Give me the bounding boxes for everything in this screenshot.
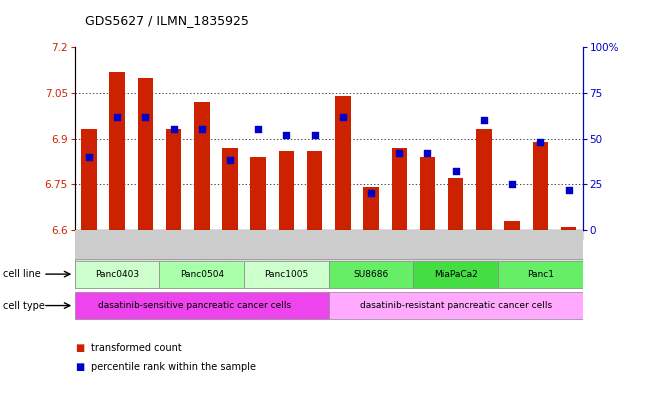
Bar <box>194 102 210 230</box>
Bar <box>498 261 583 288</box>
Point <box>84 154 94 160</box>
Text: dasatinib-resistant pancreatic cancer cells: dasatinib-resistant pancreatic cancer ce… <box>359 301 552 310</box>
Bar <box>244 261 329 288</box>
Text: Panc0403: Panc0403 <box>95 270 139 279</box>
Bar <box>279 151 294 230</box>
Bar <box>251 157 266 230</box>
Bar <box>307 151 322 230</box>
Text: cell line: cell line <box>3 269 41 279</box>
Point <box>112 114 122 120</box>
Bar <box>413 261 498 288</box>
Point <box>366 190 376 196</box>
Bar <box>75 292 329 319</box>
Text: MiaPaCa2: MiaPaCa2 <box>434 270 478 279</box>
Text: ■: ■ <box>75 362 84 373</box>
Text: GDS5627 / ILMN_1835925: GDS5627 / ILMN_1835925 <box>85 14 249 27</box>
Bar <box>159 261 244 288</box>
Bar <box>81 129 97 230</box>
Bar <box>137 77 153 230</box>
Bar <box>420 157 436 230</box>
Text: percentile rank within the sample: percentile rank within the sample <box>91 362 256 373</box>
Point <box>422 150 433 156</box>
Bar <box>335 96 351 230</box>
Text: ■: ■ <box>75 343 84 353</box>
Text: dasatinib-sensitive pancreatic cancer cells: dasatinib-sensitive pancreatic cancer ce… <box>98 301 291 310</box>
Text: transformed count: transformed count <box>91 343 182 353</box>
Text: SU8686: SU8686 <box>353 270 389 279</box>
Bar <box>363 187 379 230</box>
Point <box>507 181 518 187</box>
Point <box>394 150 404 156</box>
Text: cell type: cell type <box>3 301 45 310</box>
Text: Panc1005: Panc1005 <box>264 270 309 279</box>
Bar <box>75 261 159 288</box>
Point <box>197 126 207 132</box>
Bar <box>476 129 492 230</box>
Bar <box>166 129 182 230</box>
Point <box>253 126 264 132</box>
Text: Panc1: Panc1 <box>527 270 554 279</box>
Bar <box>391 148 407 230</box>
Point <box>281 132 292 138</box>
Text: Panc0504: Panc0504 <box>180 270 224 279</box>
Point <box>309 132 320 138</box>
Point <box>563 187 574 193</box>
Point <box>140 114 150 120</box>
Bar <box>329 261 413 288</box>
Bar <box>75 230 583 239</box>
Point <box>478 117 489 123</box>
Bar <box>109 72 125 230</box>
Bar <box>561 227 576 230</box>
Point <box>338 114 348 120</box>
Bar <box>448 178 464 230</box>
Point <box>169 126 179 132</box>
Bar <box>329 292 583 319</box>
Point <box>450 168 461 174</box>
Bar <box>533 141 548 230</box>
Point <box>535 139 546 145</box>
Bar <box>505 221 520 230</box>
Point <box>225 157 235 163</box>
Bar <box>222 148 238 230</box>
